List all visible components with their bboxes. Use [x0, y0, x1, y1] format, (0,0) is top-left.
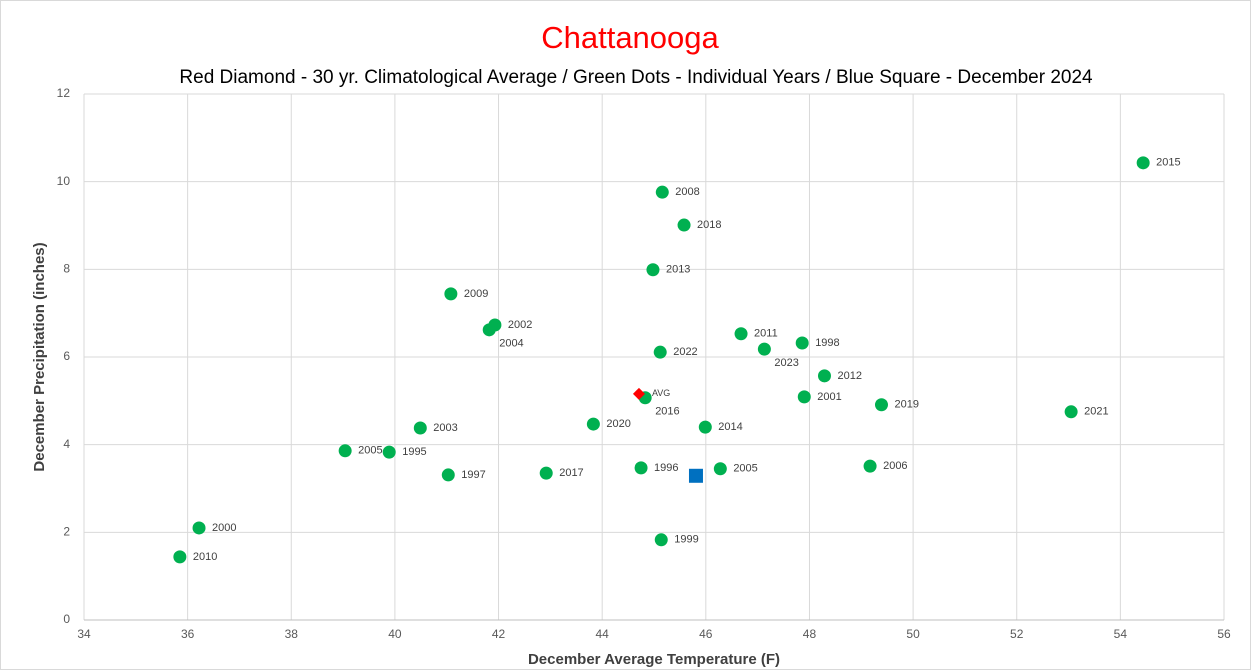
y-tick-label: 4 — [63, 437, 70, 451]
point-label: 2013 — [666, 264, 690, 276]
x-tick-label: 54 — [1114, 627, 1128, 641]
x-tick-label: 36 — [181, 627, 195, 641]
x-tick-label: 38 — [285, 627, 299, 641]
year-marker — [817, 369, 831, 383]
point-label: 2023 — [774, 357, 798, 369]
point-label: 2011 — [754, 328, 778, 340]
y-tick-label: 0 — [63, 612, 70, 626]
year-marker — [654, 533, 668, 547]
point-label: 2015 — [1156, 157, 1180, 169]
point-label: 2014 — [718, 421, 742, 433]
year-marker — [757, 342, 771, 356]
year-marker — [192, 521, 206, 535]
year-marker — [1136, 156, 1150, 170]
chart-title: Chattanooga — [541, 20, 719, 55]
point-label: 2005 — [733, 463, 757, 475]
x-tick-label: 50 — [906, 627, 920, 641]
year-marker — [677, 218, 691, 232]
point-label: 2008 — [675, 186, 699, 198]
point-label: 2017 — [559, 467, 583, 479]
x-tick-label: 56 — [1217, 627, 1231, 641]
point-label: 1999 — [674, 534, 698, 546]
point-label: 2002 — [508, 319, 532, 331]
point-label: 2010 — [193, 551, 217, 563]
x-tick-label: 52 — [1010, 627, 1024, 641]
x-tick-label: 40 — [388, 627, 402, 641]
point-label: AVG — [652, 388, 670, 398]
year-marker — [863, 459, 877, 473]
point-label: 2012 — [837, 370, 861, 382]
point-label: 2005 — [358, 445, 382, 457]
year-marker — [795, 336, 809, 350]
current-marker — [688, 468, 703, 483]
x-axis-title: December Average Temperature (F) — [528, 651, 780, 668]
point-label: 2021 — [1084, 406, 1108, 418]
point-label: 1995 — [402, 446, 426, 458]
year-marker — [173, 550, 187, 564]
x-tick-label: 34 — [77, 627, 91, 641]
y-tick-label: 2 — [63, 525, 70, 539]
point-label: 2004 — [499, 338, 523, 350]
y-tick-label: 6 — [63, 349, 70, 363]
point-label: 2006 — [883, 460, 907, 472]
point-label: 1998 — [815, 337, 839, 349]
year-marker — [586, 417, 600, 431]
year-marker — [713, 462, 727, 476]
y-tick-label: 10 — [57, 174, 71, 188]
x-tick-label: 48 — [803, 627, 817, 641]
point-label: 2003 — [433, 422, 457, 434]
chart-subtitle: Red Diamond - 30 yr. Climatological Aver… — [179, 67, 1093, 88]
y-tick-label: 8 — [63, 262, 70, 276]
point-label: 2009 — [464, 288, 488, 300]
x-tick-label: 42 — [492, 627, 506, 641]
point-label: 2020 — [606, 418, 630, 430]
year-marker — [646, 263, 660, 277]
year-marker — [634, 461, 648, 475]
point-label: 1996 — [654, 462, 678, 474]
year-marker — [382, 445, 396, 459]
avg-marker — [632, 387, 645, 400]
point-label: 2022 — [673, 346, 697, 358]
year-marker — [797, 390, 811, 404]
year-marker — [874, 398, 888, 412]
year-marker — [653, 345, 667, 359]
point-label: 1997 — [461, 469, 485, 481]
year-marker — [338, 444, 352, 458]
year-marker — [1064, 405, 1078, 419]
point-label: 2001 — [817, 391, 841, 403]
year-marker — [482, 323, 496, 337]
point-label: 2019 — [894, 399, 918, 411]
year-marker — [655, 185, 669, 199]
year-marker — [734, 327, 748, 341]
year-marker — [698, 420, 712, 434]
year-marker — [539, 466, 553, 480]
y-tick-label: 12 — [57, 86, 71, 100]
point-label: 2016 — [655, 406, 679, 418]
point-label: 2000 — [212, 522, 236, 534]
x-tick-label: 46 — [699, 627, 713, 641]
y-axis-title: December Precipitation (inches) — [31, 242, 48, 471]
x-tick-label: 44 — [596, 627, 610, 641]
year-marker — [441, 468, 455, 482]
year-marker — [413, 421, 427, 435]
year-marker — [444, 287, 458, 301]
point-label: 2018 — [697, 219, 721, 231]
